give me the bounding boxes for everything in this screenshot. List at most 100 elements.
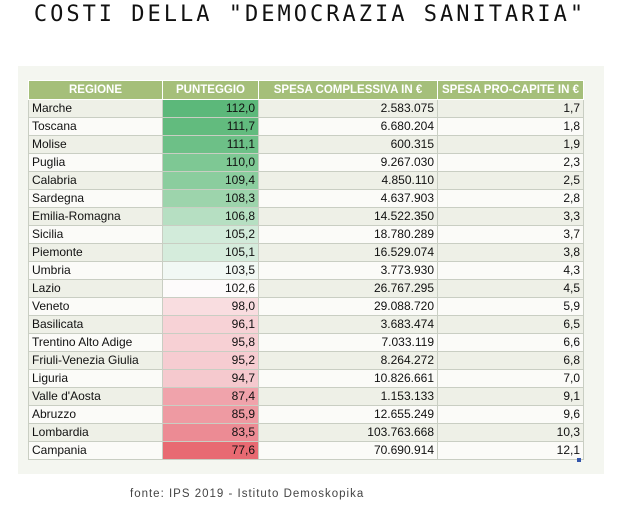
cell-spesa-pro-capite: 5,9 <box>437 297 584 316</box>
cell-spesa-complessiva: 9.267.030 <box>258 153 438 172</box>
table-row: Lombardia 83,5 103.763.668 10,3 <box>28 423 584 442</box>
cell-punteggio: 77,6 <box>162 441 259 460</box>
cell-selection-handle <box>577 458 581 462</box>
table-row: Toscana 111,7 6.680.204 1,8 <box>28 117 584 136</box>
table-row: Puglia 110,0 9.267.030 2,3 <box>28 153 584 172</box>
cell-spesa-complessiva: 70.690.914 <box>258 441 438 460</box>
cell-spesa-pro-capite: 10,3 <box>437 423 584 442</box>
cell-punteggio: 103,5 <box>162 261 259 280</box>
cell-regione: Marche <box>28 99 163 118</box>
cell-punteggio: 102,6 <box>162 279 259 298</box>
cell-punteggio: 110,0 <box>162 153 259 172</box>
cell-spesa-complessiva: 29.088.720 <box>258 297 438 316</box>
cell-regione: Piemonte <box>28 243 163 262</box>
cell-regione: Valle d'Aosta <box>28 387 163 406</box>
cell-punteggio: 105,1 <box>162 243 259 262</box>
cell-punteggio: 105,2 <box>162 225 259 244</box>
cell-spesa-pro-capite: 4,3 <box>437 261 584 280</box>
cell-regione: Lombardia <box>28 423 163 442</box>
cell-punteggio: 95,8 <box>162 333 259 352</box>
cell-regione: Sardegna <box>28 189 163 208</box>
cell-spesa-complessiva: 4.850.110 <box>258 171 438 190</box>
table-row: Campania 77,6 70.690.914 12,1 <box>28 441 584 460</box>
cell-spesa-complessiva: 103.763.668 <box>258 423 438 442</box>
cell-punteggio: 108,3 <box>162 189 259 208</box>
cell-punteggio: 109,4 <box>162 171 259 190</box>
table-row: Marche 112,0 2.583.075 1,7 <box>28 99 584 118</box>
cell-spesa-pro-capite: 3,7 <box>437 225 584 244</box>
cell-regione: Campania <box>28 441 163 460</box>
cell-spesa-complessiva: 18.780.289 <box>258 225 438 244</box>
cell-punteggio: 111,7 <box>162 117 259 136</box>
cell-spesa-pro-capite: 6,6 <box>437 333 584 352</box>
cell-spesa-complessiva: 16.529.074 <box>258 243 438 262</box>
cell-spesa-complessiva: 8.264.272 <box>258 351 438 370</box>
cell-spesa-pro-capite: 2,8 <box>437 189 584 208</box>
cell-spesa-complessiva: 3.683.474 <box>258 315 438 334</box>
header-spesa-pro-capite: SPESA PRO-CAPITE IN € <box>437 80 584 100</box>
header-spesa-complessiva: SPESA COMPLESSIVA IN € <box>258 80 438 100</box>
table-header-row: REGIONE PUNTEGGIO SPESA COMPLESSIVA IN €… <box>28 80 584 100</box>
cell-spesa-complessiva: 26.767.295 <box>258 279 438 298</box>
cell-punteggio: 94,7 <box>162 369 259 388</box>
table-row: Sardegna 108,3 4.637.903 2,8 <box>28 189 584 208</box>
cell-spesa-complessiva: 10.826.661 <box>258 369 438 388</box>
table-row: Umbria 103,5 3.773.930 4,3 <box>28 261 584 280</box>
cell-spesa-pro-capite: 7,0 <box>437 369 584 388</box>
cell-regione: Veneto <box>28 297 163 316</box>
regions-table: REGIONE PUNTEGGIO SPESA COMPLESSIVA IN €… <box>28 80 584 460</box>
cell-spesa-pro-capite: 9,6 <box>437 405 584 424</box>
cell-regione: Molise <box>28 135 163 154</box>
cell-spesa-complessiva: 3.773.930 <box>258 261 438 280</box>
cell-regione: Liguria <box>28 369 163 388</box>
cell-spesa-complessiva: 600.315 <box>258 135 438 154</box>
cell-spesa-complessiva: 6.680.204 <box>258 117 438 136</box>
cell-spesa-pro-capite: 4,5 <box>437 279 584 298</box>
cell-spesa-pro-capite: 1,8 <box>437 117 584 136</box>
cell-regione: Umbria <box>28 261 163 280</box>
cell-punteggio: 83,5 <box>162 423 259 442</box>
cell-punteggio: 112,0 <box>162 99 259 118</box>
cell-regione: Lazio <box>28 279 163 298</box>
header-regione: REGIONE <box>28 80 163 100</box>
table-row: Trentino Alto Adige 95,8 7.033.119 6,6 <box>28 333 584 352</box>
cell-spesa-pro-capite: 1,9 <box>437 135 584 154</box>
cell-regione: Puglia <box>28 153 163 172</box>
table-row: Emilia-Romagna 106,8 14.522.350 3,3 <box>28 207 584 226</box>
table-row: Lazio 102,6 26.767.295 4,5 <box>28 279 584 298</box>
table-row: Basilicata 96,1 3.683.474 6,5 <box>28 315 584 334</box>
page-title: COSTI DELLA "DEMOCRAZIA SANITARIA" <box>33 2 587 27</box>
cell-punteggio: 95,2 <box>162 351 259 370</box>
cell-spesa-pro-capite: 12,1 <box>437 441 584 460</box>
cell-spesa-complessiva: 1.153.133 <box>258 387 438 406</box>
table-row: Molise 111,1 600.315 1,9 <box>28 135 584 154</box>
table-row: Friuli-Venezia Giulia 95,2 8.264.272 6,8 <box>28 351 584 370</box>
cell-spesa-complessiva: 7.033.119 <box>258 333 438 352</box>
table-row: Valle d'Aosta 87,4 1.153.133 9,1 <box>28 387 584 406</box>
cell-spesa-pro-capite: 1,7 <box>437 99 584 118</box>
cell-regione: Toscana <box>28 117 163 136</box>
cell-regione: Basilicata <box>28 315 163 334</box>
cell-punteggio: 87,4 <box>162 387 259 406</box>
cell-spesa-pro-capite: 9,1 <box>437 387 584 406</box>
cell-punteggio: 98,0 <box>162 297 259 316</box>
cell-spesa-complessiva: 2.583.075 <box>258 99 438 118</box>
cell-spesa-complessiva: 14.522.350 <box>258 207 438 226</box>
table-row: Veneto 98,0 29.088.720 5,9 <box>28 297 584 316</box>
cell-spesa-complessiva: 12.655.249 <box>258 405 438 424</box>
table-row: Piemonte 105,1 16.529.074 3,8 <box>28 243 584 262</box>
cell-regione: Trentino Alto Adige <box>28 333 163 352</box>
table-row: Sicilia 105,2 18.780.289 3,7 <box>28 225 584 244</box>
cell-regione: Sicilia <box>28 225 163 244</box>
table-row: Abruzzo 85,9 12.655.249 9,6 <box>28 405 584 424</box>
cell-punteggio: 85,9 <box>162 405 259 424</box>
cell-spesa-pro-capite: 3,3 <box>437 207 584 226</box>
cell-punteggio: 106,8 <box>162 207 259 226</box>
cell-spesa-pro-capite: 2,3 <box>437 153 584 172</box>
cell-regione: Friuli-Venezia Giulia <box>28 351 163 370</box>
source-caption: fonte: IPS 2019 - Istituto Demoskopika <box>130 488 365 500</box>
table-row: Liguria 94,7 10.826.661 7,0 <box>28 369 584 388</box>
cell-spesa-pro-capite: 2,5 <box>437 171 584 190</box>
header-punteggio: PUNTEGGIO <box>162 80 259 100</box>
cell-spesa-complessiva: 4.637.903 <box>258 189 438 208</box>
